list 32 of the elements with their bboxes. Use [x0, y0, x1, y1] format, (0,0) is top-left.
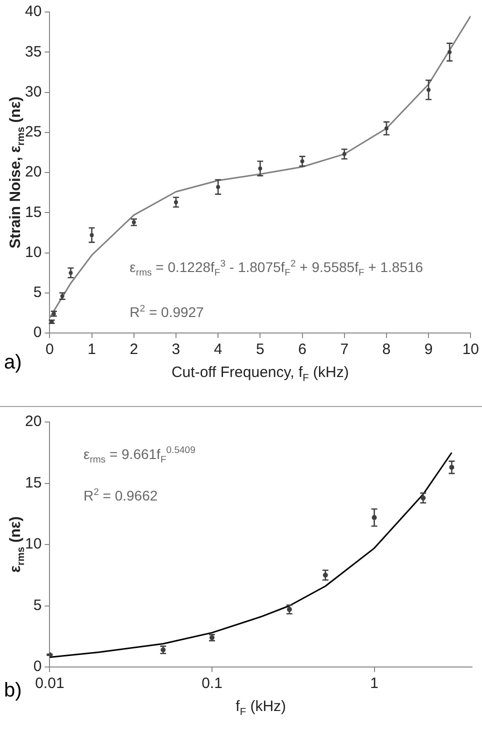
y-tick-label: 10 [24, 244, 42, 261]
x-tick-label: 0 [46, 341, 54, 358]
y-tick-label: 0 [33, 658, 42, 676]
y-tick-label: 5 [33, 596, 42, 614]
y-tick-label: 0 [33, 324, 42, 342]
y-tick-label: 5 [33, 284, 42, 302]
x-tick-label: 6 [298, 341, 306, 358]
x-tick-label: 8 [382, 341, 391, 358]
x-tick-label: 0.1 [202, 675, 222, 692]
x-tick-label: 4 [214, 341, 222, 358]
x-tick-label: 9 [424, 341, 433, 358]
y-tick-label: 10 [24, 536, 42, 553]
y-axis-title: Strain Noise, εrms (nε) [7, 96, 27, 249]
y-tick-label: 20 [24, 413, 42, 430]
y-tick-label: 20 [24, 164, 42, 181]
x-tick-label: 7 [340, 341, 349, 358]
text: b) [4, 679, 22, 702]
x-tick-label: 2 [130, 341, 138, 358]
x-tick-label: 5 [256, 341, 264, 358]
x-tick-label: 1 [370, 675, 378, 692]
y-tick-label: 15 [24, 474, 42, 492]
y-tick-label: 25 [24, 124, 42, 141]
y-tick-label: 30 [24, 83, 42, 100]
x-tick-label: 10 [462, 341, 479, 358]
x-tick-label: 1 [88, 341, 96, 358]
y-tick-label: 15 [24, 204, 42, 221]
y-tick-label: 35 [24, 43, 42, 60]
x-tick-label: 3 [172, 341, 180, 358]
text: a) [4, 351, 22, 374]
x-tick-label: 0.01 [35, 675, 64, 692]
y-tick-label: 40 [24, 3, 42, 20]
y-axis-title: εrms (nε) [7, 516, 27, 573]
